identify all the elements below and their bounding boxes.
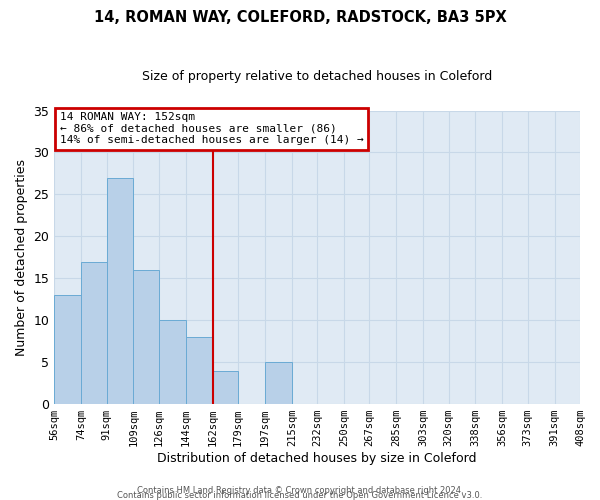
Bar <box>81 262 107 404</box>
X-axis label: Distribution of detached houses by size in Coleford: Distribution of detached houses by size … <box>157 452 477 465</box>
Bar <box>54 295 81 404</box>
Bar <box>159 320 186 404</box>
Bar <box>133 270 159 404</box>
Bar <box>107 178 133 404</box>
Text: Contains public sector information licensed under the Open Government Licence v3: Contains public sector information licen… <box>118 491 482 500</box>
Bar <box>212 370 238 404</box>
Bar <box>265 362 292 404</box>
Title: Size of property relative to detached houses in Coleford: Size of property relative to detached ho… <box>142 70 492 83</box>
Text: Contains HM Land Registry data © Crown copyright and database right 2024.: Contains HM Land Registry data © Crown c… <box>137 486 463 495</box>
Bar <box>186 337 212 404</box>
Y-axis label: Number of detached properties: Number of detached properties <box>15 159 28 356</box>
Text: 14 ROMAN WAY: 152sqm
← 86% of detached houses are smaller (86)
14% of semi-detac: 14 ROMAN WAY: 152sqm ← 86% of detached h… <box>59 112 363 145</box>
Text: 14, ROMAN WAY, COLEFORD, RADSTOCK, BA3 5PX: 14, ROMAN WAY, COLEFORD, RADSTOCK, BA3 5… <box>94 10 506 25</box>
